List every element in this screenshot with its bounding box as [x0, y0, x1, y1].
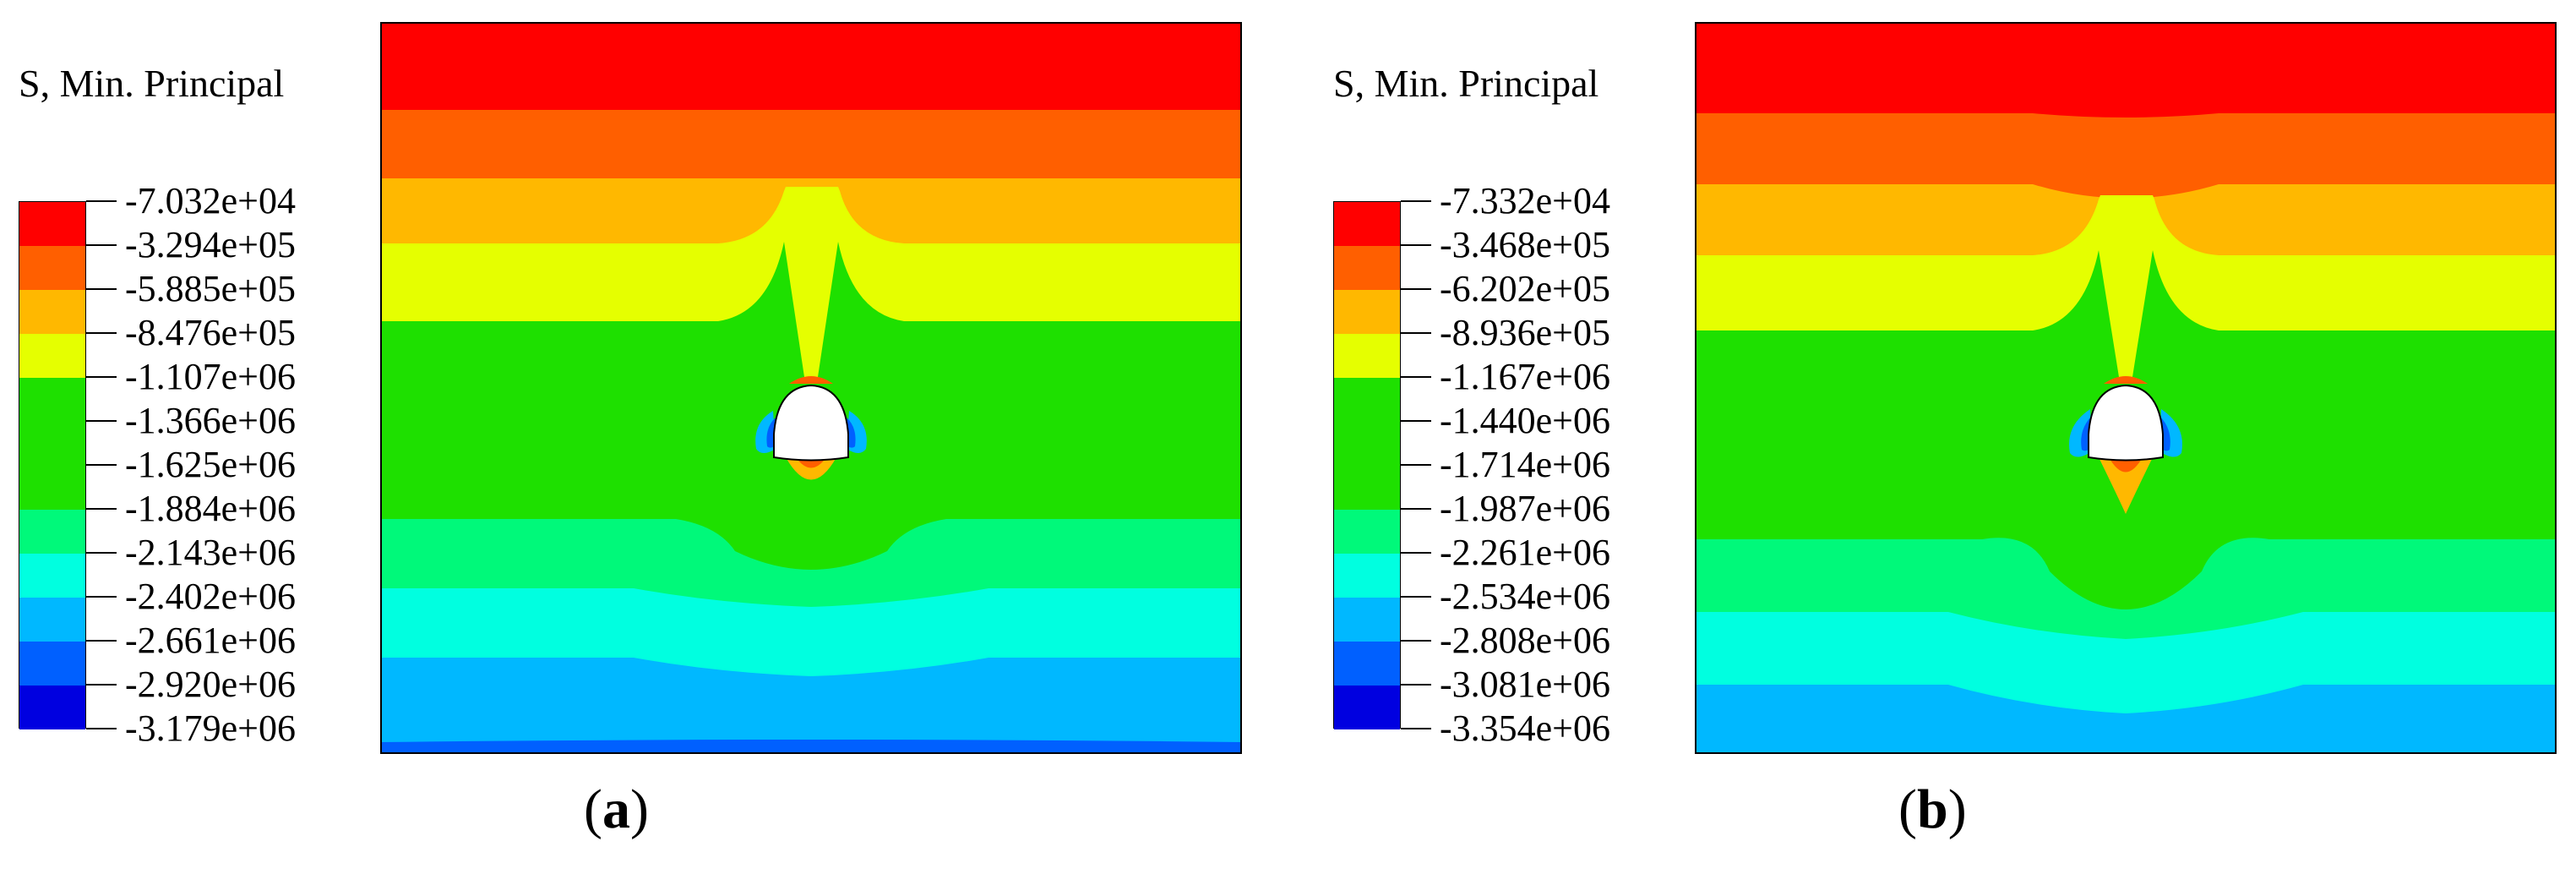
legend-tick	[86, 728, 117, 729]
legend-swatch	[19, 378, 85, 422]
legend-label: -3.179e+06	[125, 707, 296, 749]
legend-tick	[1401, 200, 1431, 202]
legend-swatch	[1334, 554, 1400, 598]
legend-label: -1.714e+06	[1440, 444, 1610, 485]
legend-swatch	[1334, 202, 1400, 246]
caption-a: (a)	[584, 778, 649, 840]
legend-tick	[1401, 728, 1431, 729]
legend-label: -2.261e+06	[1440, 532, 1610, 573]
zone-floor-orange	[786, 457, 836, 480]
legend-swatch	[19, 290, 85, 334]
legend-tick	[1401, 552, 1431, 554]
legend-label: -2.808e+06	[1440, 620, 1610, 661]
legend-tick	[1401, 684, 1431, 686]
legend-label: -1.884e+06	[125, 488, 296, 529]
legend-title: S, Min. Principal	[19, 62, 285, 105]
legend-swatch	[19, 686, 85, 729]
legend-label: -3.468e+05	[1440, 224, 1610, 265]
legend-label: -2.661e+06	[125, 620, 296, 661]
legend-label: -3.294e+05	[125, 224, 296, 265]
legend-tick	[86, 684, 117, 686]
legend-tick	[1401, 288, 1431, 290]
tunnel-opening	[2088, 384, 2164, 462]
legend-tick	[1401, 244, 1431, 246]
legend-swatch	[1334, 642, 1400, 686]
legend-tick	[1401, 508, 1431, 510]
legend-label: -1.987e+06	[1440, 488, 1610, 529]
legend-swatch	[1334, 290, 1400, 334]
legend-tick	[1401, 464, 1431, 466]
legend-swatch	[19, 202, 85, 246]
legend-tick	[1401, 640, 1431, 642]
legend-tick	[86, 244, 117, 246]
legend-label: -8.476e+05	[125, 312, 296, 353]
legend-swatch	[19, 510, 85, 554]
legend-tick	[86, 288, 117, 290]
legend-tick	[86, 332, 117, 334]
panel-b: S, Min. Principal -7.332e+04 -3.468e+05 …	[1315, 0, 2576, 874]
legend-label: -1.366e+06	[125, 400, 296, 441]
legend-tick	[86, 420, 117, 422]
stress-contour-plot	[380, 22, 1242, 754]
legend-swatch	[1334, 686, 1400, 729]
legend-swatch	[19, 554, 85, 598]
plot-border	[1695, 22, 2557, 754]
legend-swatch	[1334, 598, 1400, 642]
legend-label: -7.332e+04	[1440, 180, 1610, 221]
legend-color-bar	[1333, 201, 1401, 729]
legend-label: -8.936e+05	[1440, 312, 1610, 353]
legend-label: -2.534e+06	[1440, 576, 1610, 617]
zone-floor-orange	[2099, 457, 2153, 514]
legend-swatch	[19, 246, 85, 290]
legend-label: -6.202e+05	[1440, 268, 1610, 309]
legend-swatch	[19, 334, 85, 378]
legend-tick	[86, 640, 117, 642]
legend-label: -3.354e+06	[1440, 707, 1610, 749]
legend-tick	[86, 508, 117, 510]
legend-tick	[1401, 332, 1431, 334]
legend-tick	[1401, 420, 1431, 422]
tunnel-opening	[773, 384, 849, 462]
legend-label: -1.107e+06	[125, 356, 296, 397]
legend-tick	[1401, 596, 1431, 598]
legend-label: -5.885e+05	[125, 268, 296, 309]
legend-tick	[86, 464, 117, 466]
legend-label: -7.032e+04	[125, 180, 296, 221]
legend-swatch	[1334, 422, 1400, 466]
legend-color-bar	[19, 201, 86, 729]
legend-label: -2.402e+06	[125, 576, 296, 617]
legend-tick	[86, 376, 117, 378]
legend-swatch	[1334, 378, 1400, 422]
legend-swatch	[19, 466, 85, 510]
legend-label: -1.167e+06	[1440, 356, 1610, 397]
zone-crown-red	[789, 376, 833, 384]
legend-label: -1.625e+06	[125, 444, 296, 485]
legend-label: -1.440e+06	[1440, 400, 1610, 441]
legend-tick	[86, 552, 117, 554]
legend-swatch	[1334, 466, 1400, 510]
panel-a: S, Min. Principal -7.032e+04 -3.294e+05 …	[19, 22, 1242, 840]
stress-contour-plot	[1695, 22, 2557, 754]
legend-swatch	[1334, 246, 1400, 290]
legend-swatch	[1334, 510, 1400, 554]
band-light-blue	[1695, 685, 2557, 754]
band-light-blue	[380, 658, 1242, 754]
legend-label: -2.920e+06	[125, 664, 296, 705]
legend-label: -3.081e+06	[1440, 664, 1610, 705]
legend-swatch	[19, 642, 85, 686]
caption-b: (b)	[1898, 778, 1967, 840]
legend-tick	[86, 596, 117, 598]
legend-swatch	[19, 422, 85, 466]
legend-swatch	[19, 598, 85, 642]
zone-crown-red	[2104, 376, 2148, 384]
legend-title: S, Min. Principal	[1333, 62, 1599, 105]
legend-label: -2.143e+06	[125, 532, 296, 573]
legend-tick	[86, 200, 117, 202]
zone-floor-red	[2109, 457, 2143, 473]
legend-swatch	[1334, 334, 1400, 378]
band-blue	[380, 740, 1242, 754]
plot-border	[380, 22, 1242, 754]
legend-tick	[1401, 376, 1431, 378]
